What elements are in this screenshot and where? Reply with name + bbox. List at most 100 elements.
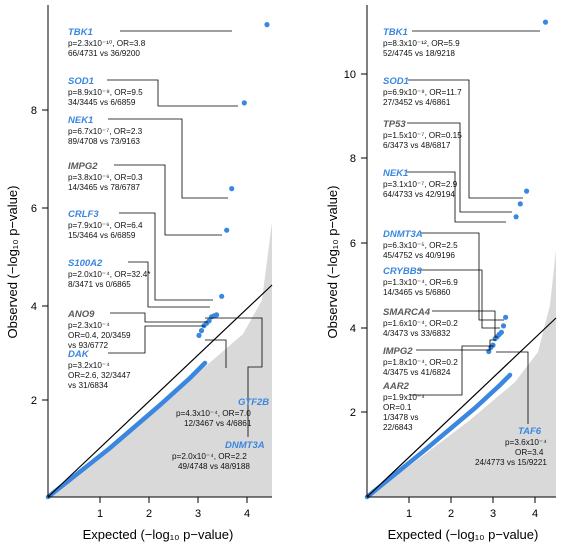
- leader-line: [432, 310, 498, 338]
- right-data-point: [524, 188, 530, 194]
- leader-line: [496, 351, 529, 424]
- stat-line: p=8.3x10⁻¹², OR=5.9: [383, 39, 460, 48]
- gene-label-crybb3: CRYBB3: [383, 266, 423, 277]
- left-data-point: [219, 293, 225, 299]
- leader-line: [119, 212, 213, 301]
- stat-line: p=1.3x10⁻⁴, OR=6.9: [383, 278, 458, 287]
- gene-label-ano9: ANO9: [67, 309, 95, 320]
- leader-line: [205, 317, 263, 437]
- leader-line: [205, 339, 227, 368]
- gene-label-smarca4: SMARCA4: [383, 307, 431, 318]
- stat-line: p=1.5x10⁻⁷, OR=0.15: [383, 131, 462, 140]
- stat-line: 1/3478 vs: [383, 413, 419, 422]
- stat-line: 8/3471 vs 0/6865: [68, 280, 131, 289]
- gene-label-tp53: TP53: [383, 119, 406, 130]
- stat-line: p=1.9x10⁻⁴: [383, 393, 425, 402]
- left-y-tick-label: 6: [31, 203, 37, 215]
- right-confidence-band: [367, 250, 556, 497]
- right-x-tick-label: 1: [406, 508, 412, 520]
- left-y-tick-label: 8: [31, 105, 37, 117]
- right-data-point: [503, 314, 509, 320]
- right-x-axis-title: Expected (−log₁₀ p−value): [388, 527, 539, 542]
- gene-label-impg2: IMPG2: [68, 161, 98, 172]
- right-x-tick-label: 4: [532, 508, 538, 520]
- left-data-point: [264, 22, 270, 28]
- right-qq-panel: 2 4 6 8 10 1 2 3 4 Expected (−log₁₀ p−va…: [325, 5, 557, 542]
- right-y-tick-label: 6: [350, 238, 356, 250]
- stat-line: p=6.3x10⁻⁵, OR=2.5: [383, 241, 458, 250]
- left-x-axis-title: Expected (−log₁₀ p−value): [83, 527, 234, 542]
- left-data-point: [196, 332, 202, 338]
- stat-line: p=3.6x10⁻⁴: [505, 438, 547, 447]
- stat-line: 22/6843: [383, 423, 413, 432]
- stat-line: 4/3473 vs 33/6832: [383, 329, 451, 338]
- right-leader-lines: [407, 30, 540, 424]
- gene-label-dak: DAK: [68, 349, 90, 360]
- right-data-point: [542, 19, 549, 25]
- stat-line: 14/3465 vs 78/6787: [68, 183, 140, 192]
- left-x-tick-label: 2: [146, 508, 152, 520]
- gene-label-tbk1: TBK1: [68, 27, 93, 38]
- right-x-ticks: 1 2 3 4: [406, 497, 538, 520]
- right-x-tick-label: 2: [448, 508, 454, 520]
- leader-line: [114, 164, 222, 236]
- stat-line: p=3.1x10⁻⁷, OR=2.9: [383, 180, 458, 189]
- left-data-point: [229, 186, 235, 192]
- leader-line: [107, 79, 238, 107]
- gene-label-impg2: IMPG2: [383, 346, 413, 357]
- stat-line: p=2.0x10⁻⁴, OR=32.4*: [68, 270, 151, 279]
- stat-line: 15/3464 vs 6/6859: [68, 231, 136, 240]
- stat-line: OR=0.4, 20/3459: [68, 331, 131, 340]
- stat-line: OR=0.1: [383, 403, 412, 412]
- gene-label-crlf3: CRLF3: [68, 209, 99, 220]
- right-data-point: [517, 201, 523, 207]
- gene-label-gtf2b: GTF2B: [238, 397, 269, 408]
- leader-line: [110, 312, 208, 323]
- left-data-point: [224, 227, 230, 233]
- stat-line: 12/3467 vs 4/6861: [184, 419, 252, 428]
- stat-line: 6/3473 vs 48/6817: [383, 141, 451, 150]
- stat-line: p=1.6x10⁻⁴, OR=0.2: [383, 319, 458, 328]
- stat-line: p=3.8x10⁻⁶, OR=0.3: [68, 173, 143, 182]
- right-y-tick-label: 8: [350, 153, 356, 165]
- leader-line: [128, 261, 210, 308]
- left-confidence-band: [48, 222, 272, 497]
- leader-line: [108, 325, 205, 354]
- stat-line: OR=3.4: [515, 448, 544, 457]
- gene-label-tbk1: TBK1: [383, 27, 408, 38]
- stat-line: 89/4708 vs 73/9163: [68, 137, 140, 146]
- left-x-tick-label: 4: [244, 508, 250, 520]
- left-y-ticks: 2 4 6 8: [31, 105, 48, 407]
- stat-line: 14/3465 vs 5/6860: [383, 288, 451, 297]
- leader-line: [417, 269, 500, 329]
- gene-label-dnmt3a: DNMT3A: [225, 440, 265, 451]
- stat-line: 34/3445 vs 6/6859: [68, 98, 136, 107]
- left-data-point: [241, 100, 247, 106]
- left-x-ticks: 1 2 3 4: [97, 497, 250, 520]
- right-y-tick-label: 10: [344, 69, 356, 81]
- left-point-layer: [45, 22, 270, 500]
- gene-label-s100a2: S100A2: [68, 258, 103, 269]
- right-y-ticks: 2 4 6 8 10: [344, 69, 367, 419]
- gene-label-nek1: NEK1: [68, 115, 93, 126]
- stat-line: 24/4773 vs 15/9221: [475, 458, 547, 467]
- stat-line: p=2.3x10⁻⁴: [68, 321, 110, 330]
- left-data-point: [198, 328, 205, 334]
- left-reference-line: [47, 284, 273, 498]
- left-x-tick-label: 1: [97, 508, 103, 520]
- stat-line: p=7.9x10⁻⁶, OR=6.4: [68, 221, 143, 230]
- left-y-tick-label: 2: [31, 395, 37, 407]
- stat-line: 4/3475 vs 41/6824: [383, 368, 451, 377]
- gene-label-nek1: NEK1: [383, 168, 408, 179]
- stat-line: 52/4745 vs 18/9218: [383, 49, 455, 58]
- stat-line: p=6.7x10⁻⁷, OR=2.3: [68, 127, 143, 136]
- stat-line: vs 93/6772: [68, 341, 109, 350]
- stat-line: 27/3452 vs 4/6861: [383, 98, 451, 107]
- left-x-tick-label: 3: [195, 508, 201, 520]
- leader-line: [108, 118, 228, 199]
- gene-label-sod1: SOD1: [383, 76, 409, 87]
- leader-line: [410, 345, 494, 396]
- stat-line: p=8.9x10⁻⁹, OR=9.5: [68, 88, 143, 97]
- stat-line: 66/4731 vs 36/9200: [68, 49, 140, 58]
